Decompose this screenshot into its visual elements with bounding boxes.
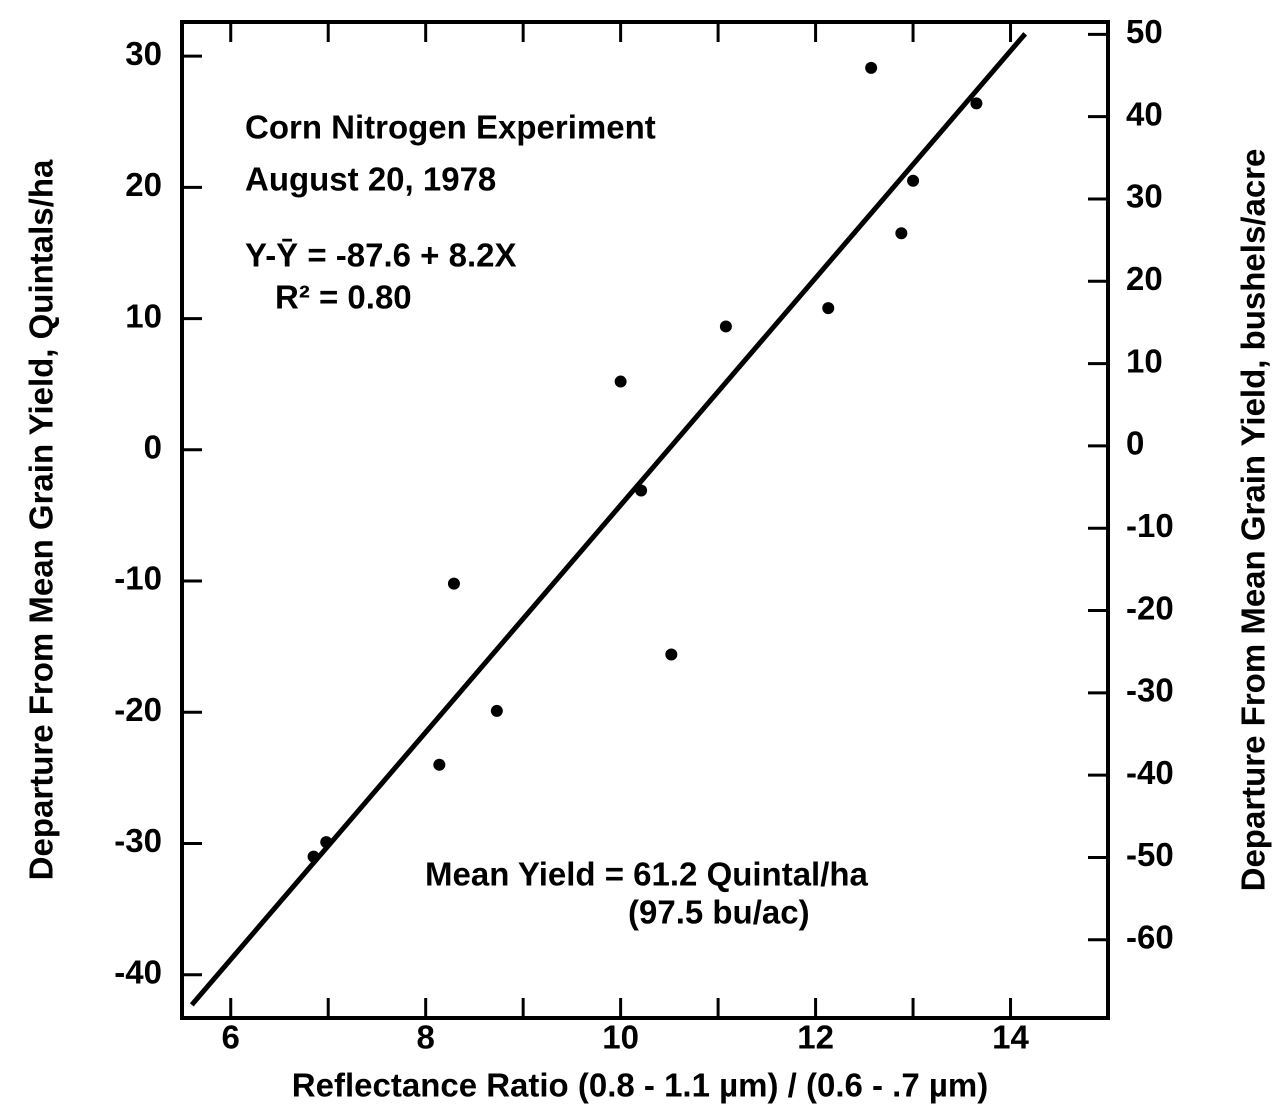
data-point [822, 302, 835, 315]
y2-tick-label: 20 [1126, 260, 1163, 297]
plot-frame [180, 20, 1110, 1020]
y-tick-label: -20 [114, 691, 162, 728]
data-point [907, 174, 920, 187]
data-point [490, 704, 503, 717]
x-tick-label: 6 [222, 1019, 240, 1056]
data-point [447, 577, 460, 590]
data-point [433, 758, 446, 771]
y-tick-label: -10 [114, 560, 162, 597]
y-tick-label: -30 [114, 822, 162, 859]
data-point [320, 836, 333, 849]
y2-tick-label: -40 [1126, 754, 1174, 791]
y2-tick-label: -50 [1126, 836, 1174, 873]
y2-tick-label: -10 [1126, 507, 1174, 544]
data-point [865, 61, 878, 74]
y-tick-label: 30 [125, 35, 162, 72]
y2-tick-label: -30 [1126, 672, 1174, 709]
y-tick-label: -40 [114, 953, 162, 990]
data-point [719, 320, 732, 333]
y2-tick-label: 30 [1126, 178, 1163, 215]
annotation: Y-Ȳ = -87.6 + 8.2X [245, 237, 517, 274]
chart-subtitle: August 20, 1978 [245, 161, 496, 198]
x-tick-label: 14 [992, 1019, 1029, 1056]
y-tick-label: 20 [125, 166, 162, 203]
y2-tick-label: -20 [1126, 589, 1174, 626]
y2-axis-label: Departure From Mean Grain Yield, bushels… [1235, 149, 1272, 892]
y-axis-label: Departure From Mean Grain Yield, Quintal… [23, 159, 60, 880]
x-axis-label: Reflectance Ratio (0.8 - 1.1 µm) / (0.6 … [292, 1067, 988, 1104]
x-tick-label: 8 [417, 1019, 435, 1056]
data-point [614, 375, 627, 388]
data-point [307, 850, 320, 863]
annotation: Mean Yield = 61.2 Quintal/ha [425, 856, 869, 893]
y2-tick-label: -60 [1126, 919, 1174, 956]
y-tick-label: 0 [144, 429, 162, 466]
x-tick-label: 10 [602, 1019, 639, 1056]
data-point [665, 648, 678, 661]
y2-tick-label: 40 [1126, 95, 1163, 132]
y2-tick-label: 10 [1126, 342, 1163, 379]
annotation: R² = 0.80 [275, 279, 412, 316]
data-point [970, 97, 983, 110]
y-tick-label: 10 [125, 297, 162, 334]
annotation: (97.5 bu/ac) [628, 894, 810, 931]
x-tick-label: 12 [797, 1019, 834, 1056]
data-point [635, 484, 648, 497]
data-point [895, 227, 908, 240]
y2-tick-label: 50 [1126, 13, 1163, 50]
y2-tick-label: 0 [1126, 425, 1144, 462]
chart-title: Corn Nitrogen Experiment [245, 109, 656, 146]
